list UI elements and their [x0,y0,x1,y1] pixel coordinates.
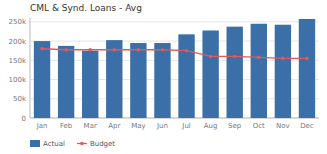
bar [82,51,98,118]
x-tick-label: Jul [181,122,191,130]
x-tick-label: Mar [84,122,97,130]
chart: CML & Synd. Loans - Avg 0 50k 100k 150k 200k 2… [0,0,327,154]
plot-area [34,19,315,118]
line-marker [88,48,92,52]
y-tick-label: 200k [9,38,27,46]
bar [154,43,170,118]
bar [251,24,267,118]
line-marker [305,57,309,61]
title: CML & Synd. Loans - Avg [30,3,142,13]
x-tick-label: Oct [253,122,265,130]
line-marker [281,57,285,61]
y-tick-label: 0 [22,115,26,123]
legend-marker [80,142,84,146]
line-marker [64,48,68,52]
x-tick-label: Nov [276,122,290,130]
x-tick-label: Sep [228,122,242,130]
bar [275,25,291,118]
legend: Actual Budget [30,140,115,148]
bar [58,46,74,118]
y-tick-label: 50k [13,95,27,103]
bar [106,40,122,118]
x-tick-label: Jun [156,122,168,130]
line-marker [112,48,116,52]
x-tick-label: May [131,122,145,130]
y-tick-label: 250k [9,18,27,26]
bar [34,41,50,118]
line [42,49,307,59]
legend-swatch [30,140,40,147]
y-tick-label: 100k [9,76,27,84]
line-marker [185,49,189,53]
line-marker [209,55,213,59]
x-tick-label: Apr [108,122,120,130]
grid-line [30,21,319,22]
line-marker [257,56,261,60]
legend-label: Actual [43,140,65,148]
x-tick-label: Feb [60,122,73,130]
bar [130,43,146,118]
x-tick-label: Dec [300,122,314,130]
line-marker [161,48,165,52]
x-tick-label: Jan [36,122,48,130]
line-marker [233,55,237,59]
bar [299,19,315,118]
bar [202,31,218,119]
y-tick-label: 150k [9,57,27,65]
bar [227,27,243,118]
legend-label: Budget [90,140,115,148]
line-marker [40,47,44,51]
line-marker [137,48,141,52]
x-tick-label: Aug [204,122,218,130]
bar [178,34,194,118]
y-axis-line [30,18,31,118]
